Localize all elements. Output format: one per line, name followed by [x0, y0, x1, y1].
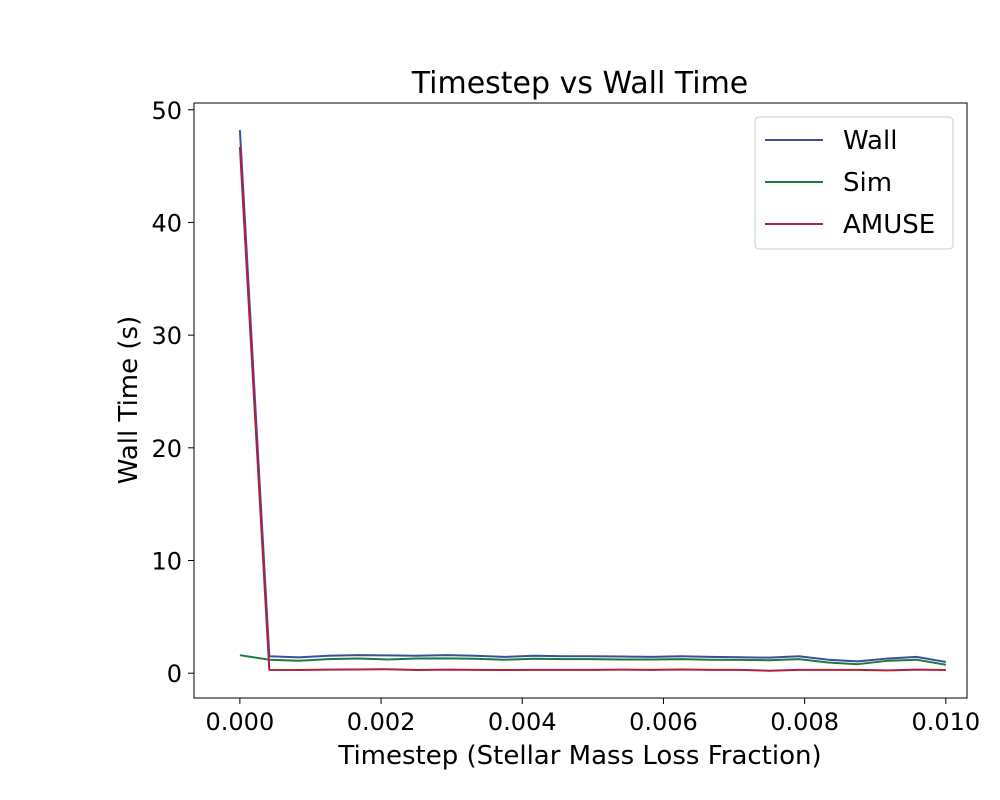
legend-label-amuse: AMUSE	[843, 210, 935, 240]
legend-box	[754, 116, 954, 250]
series-line-sim	[239, 654, 946, 666]
y-tick-label: 0	[167, 660, 182, 688]
x-tick-label: 0.004	[488, 708, 557, 736]
chart-title: Timestep vs Wall Time	[411, 66, 749, 101]
x-tick-label: 0.000	[206, 708, 275, 736]
y-axis-label: Wall Time (s)	[114, 316, 144, 484]
x-tick-label: 0.010	[911, 708, 980, 736]
x-axis: 0.000 0.002 0.004 0.006 0.008 0.010	[206, 698, 980, 736]
x-tick-label: 0.006	[629, 708, 698, 736]
y-tick-label: 50	[151, 97, 182, 125]
legend: Wall Sim AMUSE	[754, 116, 954, 250]
x-tick-label: 0.008	[770, 708, 839, 736]
y-axis: 0 10 20 30 40 50	[151, 97, 194, 688]
y-tick-label: 10	[151, 548, 182, 576]
y-tick-label: 20	[151, 435, 182, 463]
series-layer	[238, 129, 946, 672]
y-tick-label: 40	[151, 209, 182, 237]
plot-frame	[193, 102, 968, 699]
series-line-wall	[238, 129, 946, 663]
series-line-amuse	[238, 146, 946, 672]
y-tick-label: 30	[151, 322, 182, 350]
legend-label-sim: Sim	[843, 168, 892, 198]
x-axis-label: Timestep (Stellar Mass Loss Fraction)	[337, 741, 821, 771]
legend-label-wall: Wall	[843, 126, 897, 156]
x-tick-label: 0.002	[347, 708, 416, 736]
